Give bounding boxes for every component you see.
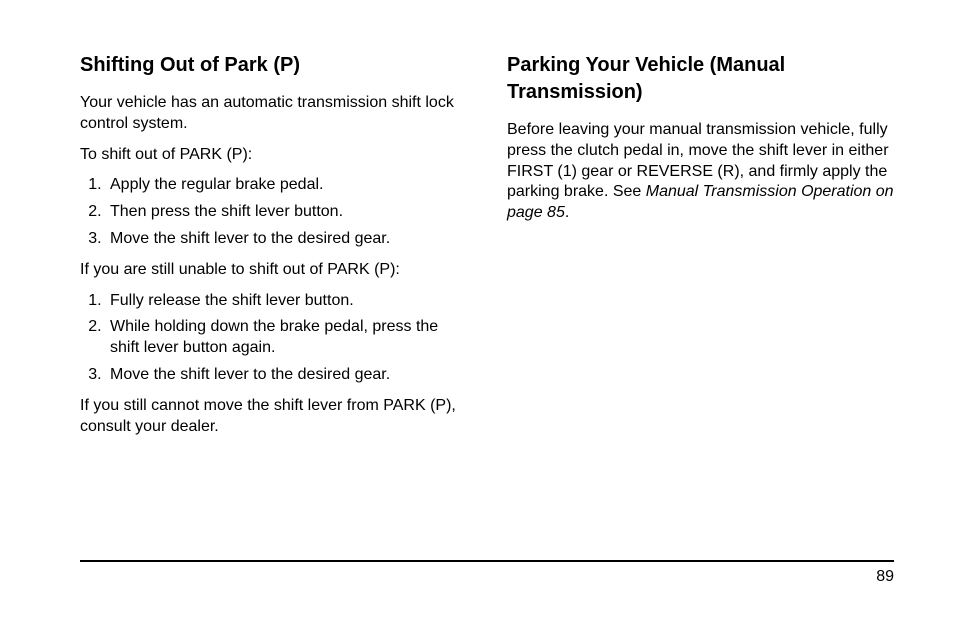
page-content: Shifting Out of Park (P) Your vehicle ha…: [0, 0, 954, 447]
steps-list-2: Fully release the shift lever button. Wh…: [106, 291, 467, 386]
list-item: Then press the shift lever button.: [106, 202, 467, 223]
footer-rule: 89: [80, 560, 894, 586]
left-closing: If you still cannot move the shift lever…: [80, 396, 467, 438]
list-item: Move the shift lever to the desired gear…: [106, 229, 467, 250]
list-item: While holding down the brake pedal, pres…: [106, 317, 467, 359]
steps2-intro: If you are still unable to shift out of …: [80, 260, 467, 281]
list-item: Apply the regular brake pedal.: [106, 175, 467, 196]
steps1-intro: To shift out of PARK (P):: [80, 145, 467, 166]
right-body-post: .: [565, 204, 569, 221]
right-heading: Parking Your Vehicle (Manual Transmissio…: [507, 52, 894, 106]
left-heading: Shifting Out of Park (P): [80, 52, 467, 79]
list-item: Move the shift lever to the desired gear…: [106, 365, 467, 386]
steps-list-1: Apply the regular brake pedal. Then pres…: [106, 175, 467, 249]
page-number: 89: [876, 568, 894, 585]
right-body: Before leaving your manual transmission …: [507, 120, 894, 224]
list-item: Fully release the shift lever button.: [106, 291, 467, 312]
left-intro: Your vehicle has an automatic transmissi…: [80, 93, 467, 135]
left-column: Shifting Out of Park (P) Your vehicle ha…: [80, 52, 467, 447]
right-column: Parking Your Vehicle (Manual Transmissio…: [507, 52, 894, 447]
